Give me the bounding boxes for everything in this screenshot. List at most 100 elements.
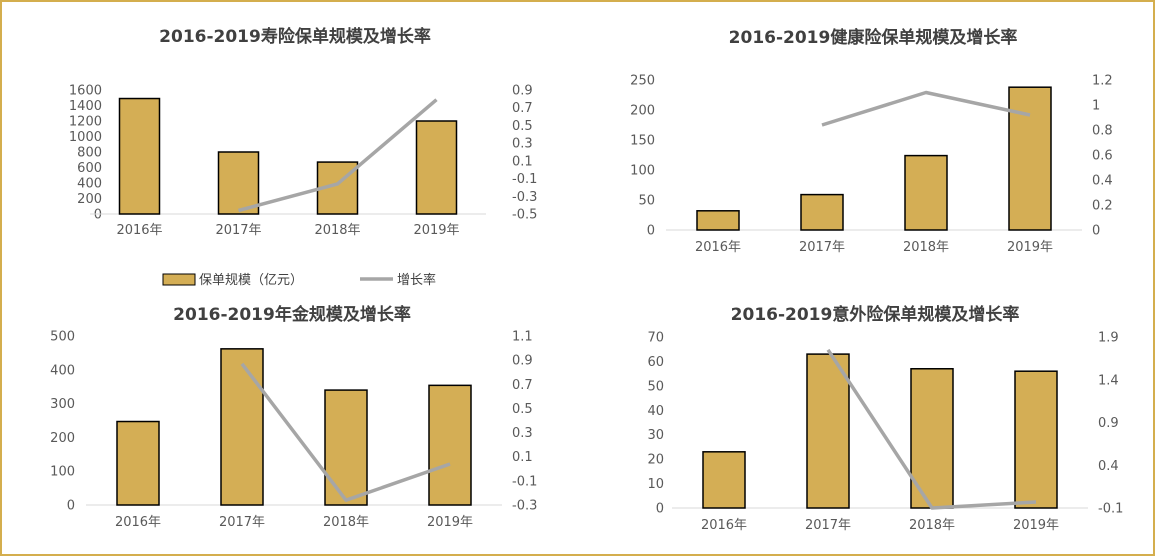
y-axis-tick-label: 200: [77, 192, 102, 207]
x-axis-category-label: 2019年: [1013, 518, 1059, 533]
y-axis-tick-label: 70: [647, 331, 664, 346]
line-growth-rate: [238, 98, 438, 213]
x-axis-category-label: 2016年: [701, 518, 747, 533]
y-axis-tick-label: 50: [647, 379, 664, 394]
bar-policy-scale: [116, 420, 160, 506]
y-axis-tick-label: 0: [656, 502, 664, 517]
y2-axis-tick-label: 0.9: [512, 84, 533, 99]
x-axis-category-label: 2017年: [805, 518, 851, 533]
y-axis-tick-label: 150: [630, 134, 655, 149]
y2-axis-tick-label: 0.7: [512, 101, 533, 116]
y-axis-tick-label: 200: [50, 431, 75, 446]
bar-policy-scale: [806, 353, 850, 509]
y-axis-tick-label: 250: [630, 74, 655, 89]
bar-policy-scale: [220, 348, 264, 506]
y2-axis-tick-label: 0.5: [512, 402, 533, 417]
x-axis-category-label: 2017年: [215, 223, 261, 238]
y2-axis-tick-label: 0.3: [512, 137, 533, 152]
bar-policy-scale: [696, 210, 740, 231]
y2-axis-tick-label: 1: [1092, 99, 1100, 114]
y2-axis-tick-label: -0.1: [1098, 502, 1123, 517]
bar-policy-scale: [1014, 370, 1058, 509]
legend-bar-label: 保单规模（亿元）: [199, 273, 303, 288]
y2-axis-tick-label: 1.9: [1098, 331, 1119, 346]
chart-title: 2016-2019寿险保单规模及增长率: [159, 26, 431, 47]
y2-axis-tick-label: 0.1: [512, 154, 533, 169]
y2-axis-tick-label: 0.8: [1092, 124, 1113, 139]
bar-policy-scale: [428, 384, 472, 506]
y-axis-tick-label: 1600: [69, 84, 102, 99]
line-growth-rate: [826, 348, 1037, 510]
y-axis-tick-label: 300: [50, 397, 75, 412]
x-axis-category-label: 2019年: [427, 515, 473, 530]
legend-bar-swatch: [162, 273, 196, 286]
legend-line-label: 增长率: [397, 272, 436, 288]
y2-axis-tick-label: 0.1: [512, 450, 533, 465]
line-growth-rate: [240, 362, 451, 502]
y-axis-tick-label: 50: [638, 194, 655, 209]
x-axis-category-label: 2016年: [115, 515, 161, 530]
y2-axis-tick-label: 0.9: [1098, 416, 1119, 431]
bar-policy-scale: [217, 151, 260, 215]
y-axis-tick-label: 1000: [69, 130, 102, 145]
y-axis-tick-label: 600: [77, 161, 102, 176]
bar-policy-scale: [415, 120, 458, 215]
y2-axis-tick-label: -0.5: [512, 208, 537, 223]
chart-title: 2016-2019年金规模及增长率: [173, 304, 411, 325]
y2-axis-tick-label: 0.9: [512, 354, 533, 369]
y2-axis-tick-label: -0.3: [512, 190, 537, 205]
x-axis-category-label: 2019年: [413, 223, 459, 238]
y-axis-tick-label: 200: [630, 104, 655, 119]
y2-axis-tick-label: -0.1: [512, 172, 537, 187]
chart-title: 2016-2019健康险保单规模及增长率: [729, 27, 1018, 48]
y-axis-tick-label: 1400: [69, 99, 102, 114]
y-axis-tick-label: 0: [67, 499, 75, 514]
y2-axis-tick-label: 0.4: [1098, 459, 1119, 474]
y2-axis-tick-label: 0.5: [512, 119, 533, 134]
x-axis-category-label: 2017年: [799, 240, 845, 255]
y2-axis-tick-label: 1.1: [512, 330, 533, 345]
y-axis-tick-label: 0: [94, 208, 102, 223]
bar-policy-scale: [324, 389, 368, 506]
y2-axis-tick-label: 0.4: [1092, 174, 1113, 189]
y-axis-tick-label: 60: [647, 355, 664, 370]
y-axis-tick-label: 100: [50, 465, 75, 480]
x-axis-category-label: 2018年: [323, 515, 369, 530]
y-axis-tick-label: 400: [50, 363, 75, 378]
bar-policy-scale: [118, 97, 161, 215]
x-axis-category-label: 2017年: [219, 515, 265, 530]
y-axis-tick-label: 0: [647, 224, 655, 239]
y2-axis-tick-label: 0.3: [512, 426, 533, 441]
y-axis-tick-label: 1200: [69, 115, 102, 130]
y-axis-tick-label: 500: [50, 330, 75, 345]
bar-policy-scale: [1008, 86, 1052, 231]
chart-title: 2016-2019意外险保单规模及增长率: [731, 304, 1020, 325]
y-axis-tick-label: 800: [77, 146, 102, 161]
y-axis-tick-label: 400: [77, 177, 102, 192]
y2-axis-tick-label: 0: [1092, 224, 1100, 239]
y2-axis-tick-label: 0.7: [512, 378, 533, 393]
x-axis-category-label: 2016年: [695, 240, 741, 255]
line-growth-rate: [821, 90, 1031, 127]
y2-axis-tick-label: -0.3: [512, 499, 537, 514]
x-axis-category-label: 2018年: [314, 223, 360, 238]
y-axis-tick-label: 30: [647, 428, 664, 443]
y2-axis-tick-label: 1.2: [1092, 74, 1113, 89]
bar-policy-scale: [800, 193, 844, 231]
y2-axis-tick-label: 0.2: [1092, 199, 1113, 214]
x-axis-category-label: 2019年: [1007, 240, 1053, 255]
bar-policy-scale: [702, 451, 746, 509]
y2-axis-tick-label: 0.6: [1092, 149, 1113, 164]
y2-axis-tick-label: 1.4: [1098, 373, 1119, 388]
y-axis-tick-label: 20: [647, 453, 664, 468]
y-axis-tick-label: 100: [630, 164, 655, 179]
x-axis-category-label: 2016年: [116, 223, 162, 238]
x-axis-category-label: 2018年: [903, 240, 949, 255]
y-axis-tick-label: 10: [647, 477, 664, 492]
y2-axis-tick-label: -0.1: [512, 474, 537, 489]
y-axis-tick-label: 40: [647, 404, 664, 419]
bar-policy-scale: [904, 154, 948, 231]
x-axis-category-label: 2018年: [909, 518, 955, 533]
